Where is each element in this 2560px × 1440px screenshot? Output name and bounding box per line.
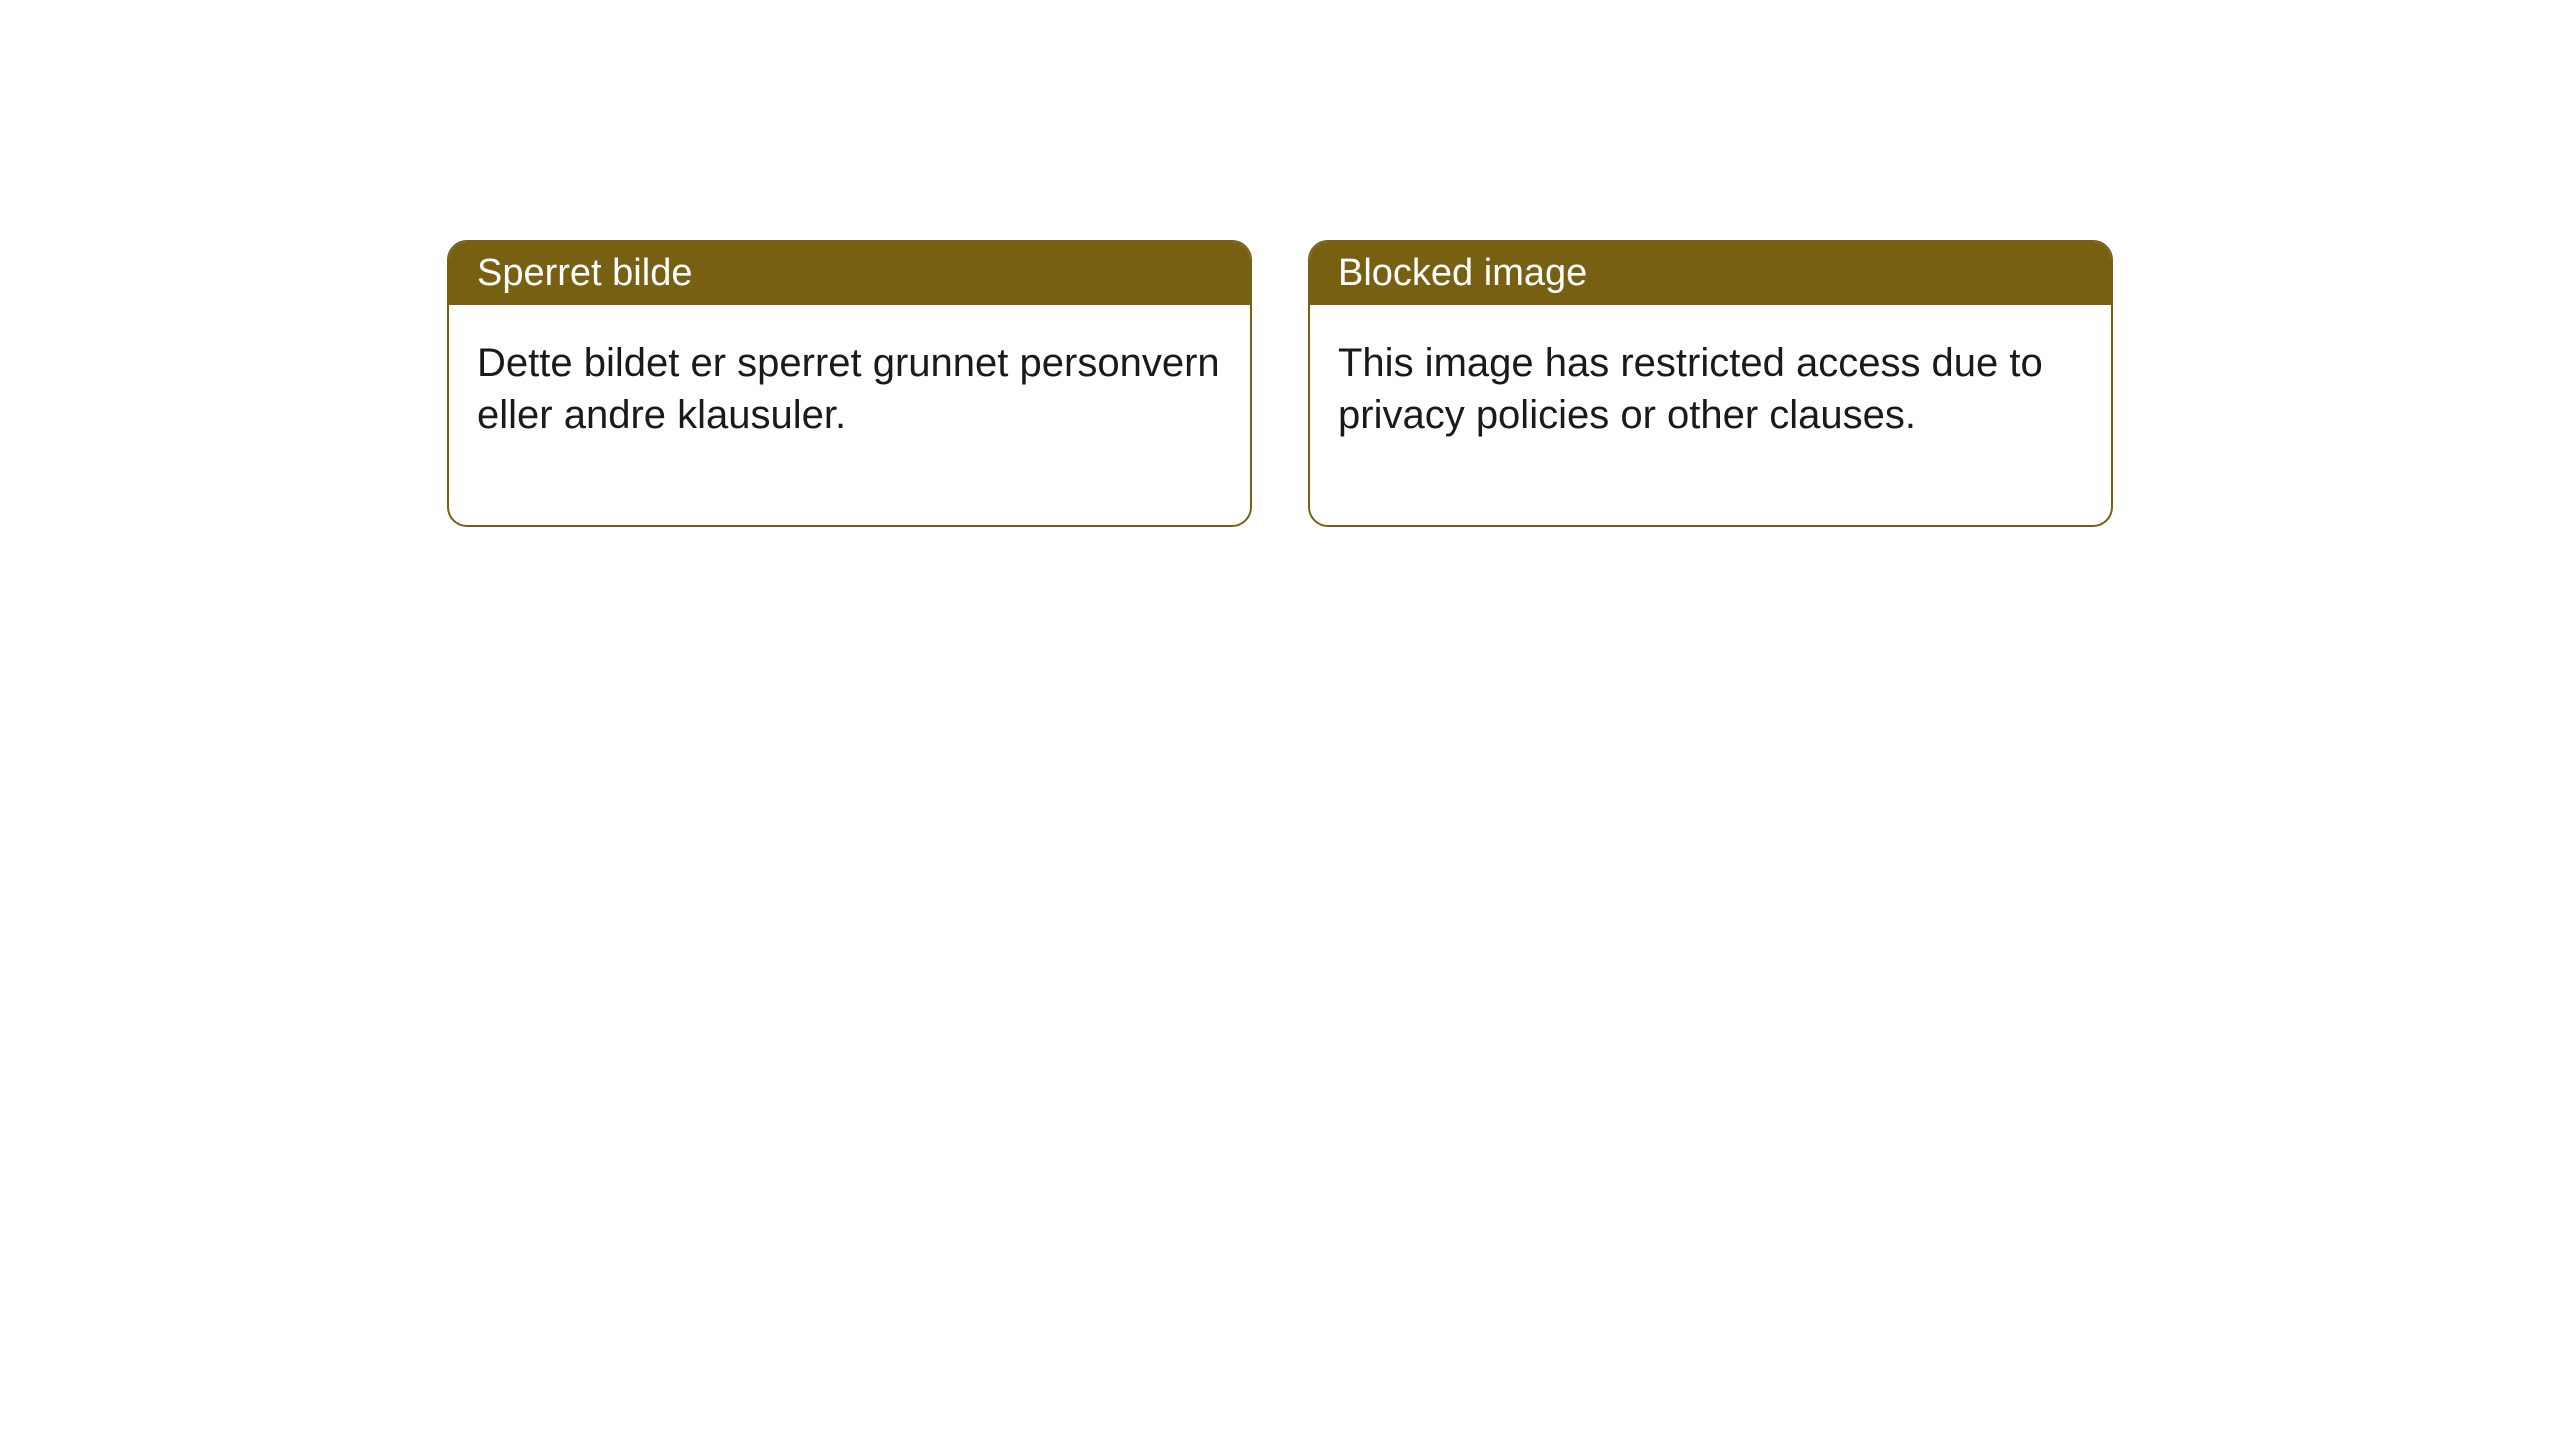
- card-header-text-no: Sperret bilde: [477, 252, 692, 294]
- notice-container: Sperret bilde Dette bildet er sperret gr…: [447, 240, 2113, 527]
- card-header-no: Sperret bilde: [449, 242, 1250, 305]
- card-header-text-en: Blocked image: [1338, 252, 1587, 294]
- notice-card-en: Blocked image This image has restricted …: [1308, 240, 2113, 527]
- card-body-text-en: This image has restricted access due to …: [1338, 341, 2043, 437]
- card-body-en: This image has restricted access due to …: [1310, 305, 2111, 525]
- notice-card-no: Sperret bilde Dette bildet er sperret gr…: [447, 240, 1252, 527]
- card-body-text-no: Dette bildet er sperret grunnet personve…: [477, 341, 1220, 437]
- card-header-en: Blocked image: [1310, 242, 2111, 305]
- card-body-no: Dette bildet er sperret grunnet personve…: [449, 305, 1250, 525]
